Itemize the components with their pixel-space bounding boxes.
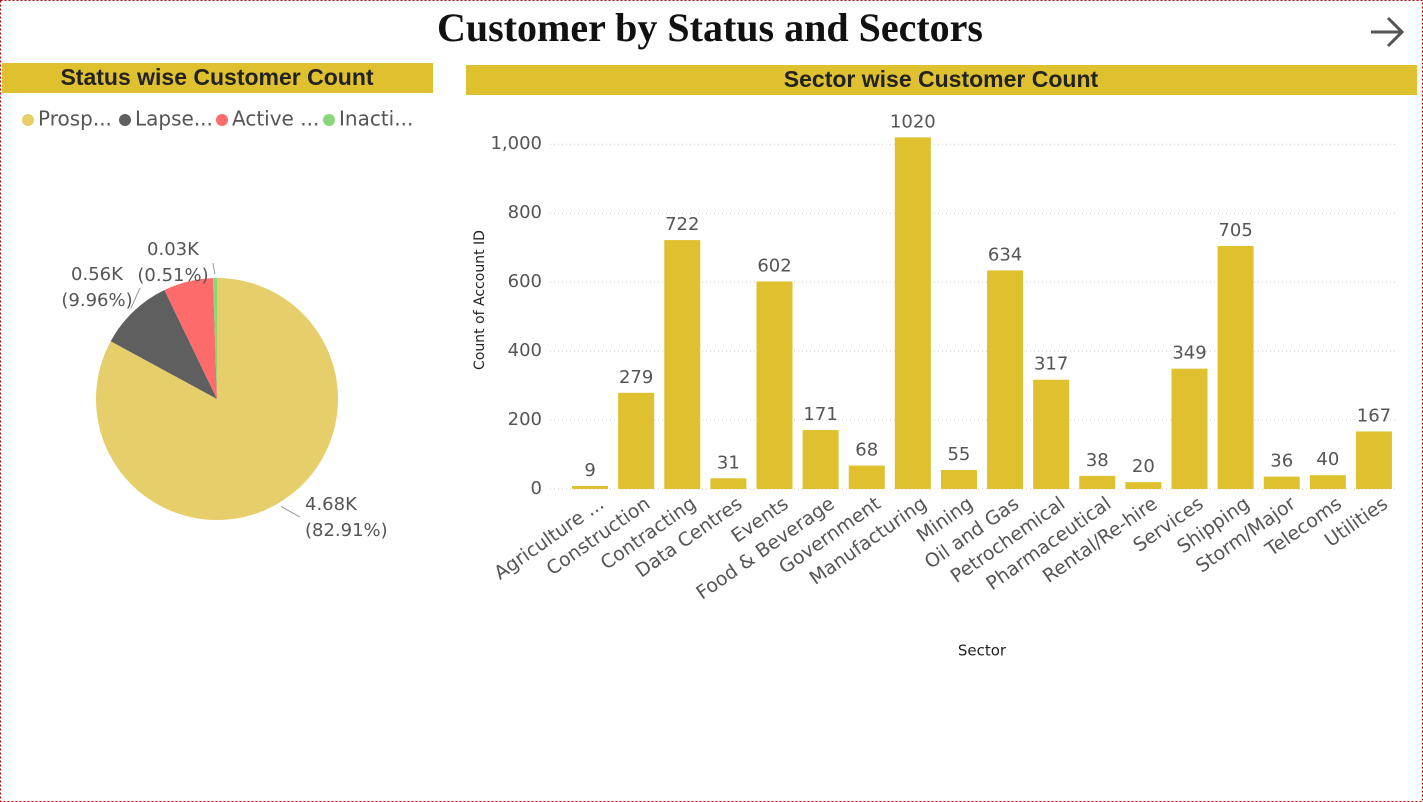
data-label: (82.91%)	[305, 520, 388, 541]
bar	[848, 465, 885, 489]
data-label: 705	[1218, 220, 1252, 241]
data-label: 9	[584, 460, 595, 481]
bar	[1263, 476, 1300, 489]
header-bar	[466, 65, 1417, 95]
data-label: 31	[717, 452, 740, 473]
y-axis-title: Count of Account ID	[472, 230, 488, 370]
pie-slice	[110, 290, 217, 399]
legend-label: Lapse...	[135, 107, 213, 131]
bar	[1079, 475, 1116, 489]
x-axis-title: Sector	[958, 642, 1007, 660]
header-bar	[2, 63, 433, 93]
data-label: 68	[855, 440, 878, 461]
data-label: 38	[1086, 450, 1109, 471]
data-label: 349	[1172, 343, 1206, 364]
leader-line	[280, 505, 301, 518]
bar	[1033, 379, 1070, 489]
leader-line	[130, 287, 141, 309]
legend-label: Inacti...	[339, 107, 413, 131]
chart-title: Sector wise Customer Count	[784, 66, 1099, 92]
bar	[940, 470, 977, 489]
data-label: 36	[1270, 451, 1293, 472]
bar	[1171, 368, 1208, 489]
pie-slice	[212, 278, 217, 399]
bar	[710, 478, 747, 489]
bar	[894, 137, 931, 490]
bar	[1125, 482, 1162, 489]
data-label: 55	[947, 444, 970, 465]
data-label: 0.56K	[71, 264, 124, 285]
bar	[756, 281, 793, 489]
legend-marker	[323, 114, 335, 126]
y-tick-label: 0	[531, 478, 542, 499]
chart-title: Status wise Customer Count	[60, 64, 373, 90]
y-tick-label: 800	[508, 202, 542, 223]
legend-marker	[119, 114, 131, 126]
next-arrow[interactable]	[1371, 16, 1405, 48]
y-tick-label: 400	[508, 340, 542, 361]
y-tick-label: 600	[508, 271, 542, 292]
data-label: 4.68K	[305, 494, 358, 515]
legend-label: Prosp...	[38, 107, 112, 131]
data-label: 317	[1034, 354, 1068, 375]
data-label: 40	[1316, 449, 1339, 470]
data-label: 602	[757, 255, 791, 276]
bar	[618, 392, 655, 489]
data-label: 0.03K	[147, 239, 200, 260]
bar	[664, 240, 701, 489]
data-label: 722	[665, 214, 699, 235]
data-label: 279	[619, 367, 653, 388]
page-title: Customer by Status and Sectors	[437, 5, 983, 50]
data-label: (0.51%)	[137, 265, 208, 286]
data-label: 1020	[890, 111, 936, 132]
data-label: 634	[988, 244, 1022, 265]
y-tick-label: 200	[508, 409, 542, 430]
pie-slice	[164, 278, 217, 399]
data-label: 20	[1132, 456, 1155, 477]
bar	[1217, 245, 1254, 489]
legend-marker	[22, 114, 34, 126]
data-label: 167	[1357, 405, 1391, 426]
leader-line	[212, 262, 216, 275]
bar	[802, 430, 839, 489]
legend-marker	[216, 114, 228, 126]
bar	[1355, 431, 1392, 489]
y-tick-label: 1,000	[490, 133, 542, 154]
legend-label: Active ...	[232, 107, 319, 131]
data-label: 171	[803, 404, 837, 425]
data-label: (9.96%)	[61, 290, 132, 311]
bar	[572, 485, 609, 489]
bar	[987, 270, 1024, 489]
bar	[1309, 475, 1346, 489]
